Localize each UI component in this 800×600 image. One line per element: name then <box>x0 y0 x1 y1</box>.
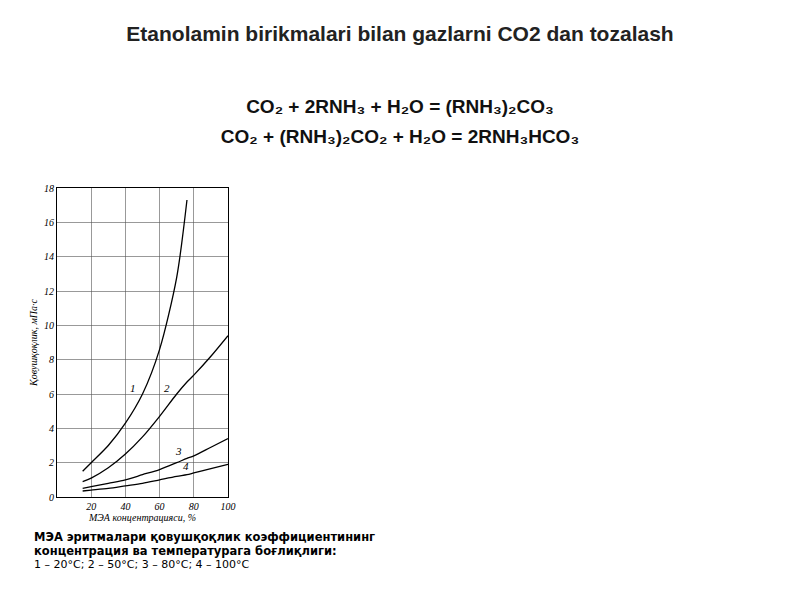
html-text:МЭА эритмалари қовушқоқлик коэ: МЭА эритмалари қовушқоқлик коэффициентин… <box>34 530 376 558</box>
svg-text:2: 2 <box>164 382 170 394</box>
svg-text:МЭА концентрацияси, %: МЭА концентрацияси, % <box>88 512 196 523</box>
svg-text:20: 20 <box>86 501 96 512</box>
svg-text:80: 80 <box>189 501 199 512</box>
svg-text:14: 14 <box>44 251 54 262</box>
svg-text:40: 40 <box>120 501 130 512</box>
svg-text:2: 2 <box>49 457 54 468</box>
svg-text:18: 18 <box>44 183 54 194</box>
svg-text:100: 100 <box>221 501 236 512</box>
svg-text:4: 4 <box>183 460 189 472</box>
svg-text:0: 0 <box>49 492 54 503</box>
html-text:Etanolamin birikmalari bilan g: Etanolamin birikmalari bilan gazlarni CO… <box>126 22 674 45</box>
svg-text:3: 3 <box>175 445 182 457</box>
svg-text:Қовушқоқлик, мПа·с: Қовушқоқлик, мПа·с <box>28 298 39 386</box>
svg-text:1: 1 <box>130 382 136 394</box>
svg-text:4: 4 <box>49 423 54 434</box>
html-text:1 – 20°C; 2 – 50°C; 3 – 80°C;: 1 – 20°C; 2 – 50°C; 3 – 80°C; 4 – 100°C <box>34 558 250 571</box>
svg-text:60: 60 <box>155 501 165 512</box>
svg-text:10: 10 <box>44 320 54 331</box>
svg-text:8: 8 <box>49 354 54 365</box>
svg-text:6: 6 <box>49 389 54 400</box>
svg-text:16: 16 <box>44 217 54 228</box>
html-text:CO₂ + 2RNH₃ + H₂O = (RNH₃)₂CO₃: CO₂ + 2RNH₃ + H₂O = (RNH₃)₂CO₃ <box>246 96 554 117</box>
html-text:CO₂ + (RNH₃)₂CO₂ + H₂O = 2RNH₃: CO₂ + (RNH₃)₂CO₂ + H₂O = 2RNH₃HCO₃ <box>220 126 580 147</box>
svg-text:12: 12 <box>44 286 54 297</box>
